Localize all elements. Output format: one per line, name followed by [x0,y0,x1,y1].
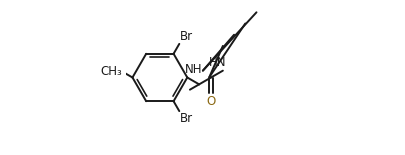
Text: NH: NH [185,63,203,76]
Text: Br: Br [180,112,193,125]
Text: O: O [207,95,215,108]
Text: HN: HN [209,56,226,69]
Text: Br: Br [180,30,193,43]
Text: CH₃: CH₃ [101,65,122,78]
